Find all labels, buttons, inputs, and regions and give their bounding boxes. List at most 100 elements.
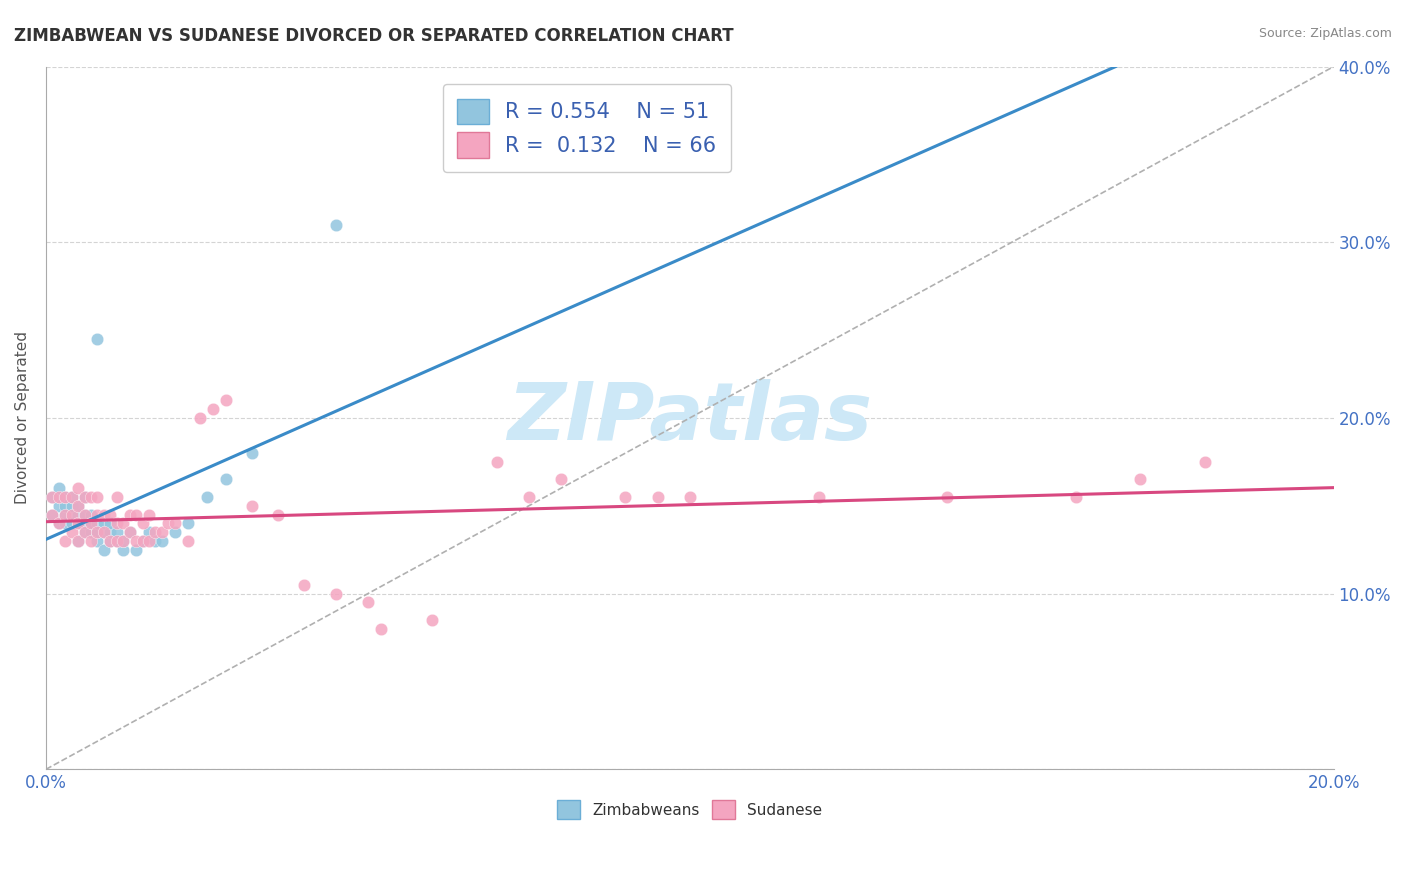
Point bbox=[98, 508, 121, 522]
Point bbox=[150, 525, 173, 540]
Point bbox=[138, 525, 160, 540]
Point bbox=[145, 533, 167, 548]
Point bbox=[93, 516, 115, 531]
Point bbox=[80, 525, 103, 540]
Point bbox=[125, 542, 148, 557]
Point bbox=[370, 622, 392, 636]
Point bbox=[614, 490, 637, 504]
Point bbox=[60, 490, 83, 504]
Point bbox=[679, 490, 702, 504]
Point bbox=[41, 490, 63, 504]
Point bbox=[41, 508, 63, 522]
Point bbox=[105, 490, 128, 504]
Point bbox=[517, 490, 540, 504]
Point bbox=[53, 499, 76, 513]
Point bbox=[157, 516, 180, 531]
Point bbox=[60, 508, 83, 522]
Point bbox=[48, 516, 70, 531]
Point bbox=[60, 490, 83, 504]
Legend: Zimbabweans, Sudanese: Zimbabweans, Sudanese bbox=[551, 794, 828, 825]
Point bbox=[647, 490, 669, 504]
Point bbox=[86, 525, 108, 540]
Point bbox=[53, 508, 76, 522]
Point bbox=[215, 472, 238, 486]
Point bbox=[176, 516, 198, 531]
Point bbox=[325, 218, 347, 232]
Point bbox=[98, 533, 121, 548]
Point bbox=[60, 525, 83, 540]
Point bbox=[118, 525, 141, 540]
Point bbox=[163, 525, 186, 540]
Point bbox=[67, 533, 90, 548]
Point bbox=[138, 533, 160, 548]
Point bbox=[48, 490, 70, 504]
Point bbox=[93, 525, 115, 540]
Point bbox=[73, 525, 96, 540]
Point bbox=[80, 533, 103, 548]
Point bbox=[131, 516, 153, 531]
Point bbox=[48, 516, 70, 531]
Point bbox=[67, 516, 90, 531]
Point bbox=[550, 472, 572, 486]
Point bbox=[357, 595, 380, 609]
Point bbox=[53, 516, 76, 531]
Point bbox=[240, 446, 263, 460]
Point bbox=[60, 499, 83, 513]
Point bbox=[73, 508, 96, 522]
Point bbox=[105, 525, 128, 540]
Point bbox=[145, 525, 167, 540]
Point bbox=[163, 516, 186, 531]
Point bbox=[67, 516, 90, 531]
Point bbox=[80, 516, 103, 531]
Point bbox=[86, 525, 108, 540]
Point bbox=[93, 525, 115, 540]
Point bbox=[73, 508, 96, 522]
Point bbox=[267, 508, 290, 522]
Point bbox=[112, 516, 135, 531]
Point bbox=[131, 533, 153, 548]
Point bbox=[807, 490, 830, 504]
Point bbox=[93, 542, 115, 557]
Point bbox=[73, 525, 96, 540]
Point bbox=[41, 490, 63, 504]
Point bbox=[80, 508, 103, 522]
Point bbox=[53, 508, 76, 522]
Point bbox=[125, 533, 148, 548]
Point bbox=[86, 490, 108, 504]
Point bbox=[73, 490, 96, 504]
Point bbox=[176, 533, 198, 548]
Point bbox=[67, 508, 90, 522]
Point bbox=[215, 393, 238, 408]
Point bbox=[195, 490, 218, 504]
Point bbox=[73, 490, 96, 504]
Text: Source: ZipAtlas.com: Source: ZipAtlas.com bbox=[1258, 27, 1392, 40]
Point bbox=[60, 508, 83, 522]
Point bbox=[936, 490, 959, 504]
Point bbox=[98, 525, 121, 540]
Point bbox=[118, 525, 141, 540]
Point bbox=[98, 516, 121, 531]
Point bbox=[202, 402, 225, 417]
Point bbox=[131, 533, 153, 548]
Point bbox=[67, 481, 90, 495]
Point bbox=[240, 499, 263, 513]
Point bbox=[60, 516, 83, 531]
Point bbox=[86, 533, 108, 548]
Text: ZIPatlas: ZIPatlas bbox=[508, 379, 872, 457]
Point bbox=[485, 455, 508, 469]
Point bbox=[118, 508, 141, 522]
Point bbox=[86, 332, 108, 346]
Text: ZIMBABWEAN VS SUDANESE DIVORCED OR SEPARATED CORRELATION CHART: ZIMBABWEAN VS SUDANESE DIVORCED OR SEPAR… bbox=[14, 27, 734, 45]
Point bbox=[80, 490, 103, 504]
Point bbox=[138, 508, 160, 522]
Point bbox=[53, 490, 76, 504]
Point bbox=[67, 499, 90, 513]
Point bbox=[292, 578, 315, 592]
Point bbox=[1064, 490, 1087, 504]
Point bbox=[53, 490, 76, 504]
Point bbox=[1129, 472, 1152, 486]
Point bbox=[112, 533, 135, 548]
Point bbox=[125, 508, 148, 522]
Point bbox=[112, 533, 135, 548]
Point bbox=[112, 542, 135, 557]
